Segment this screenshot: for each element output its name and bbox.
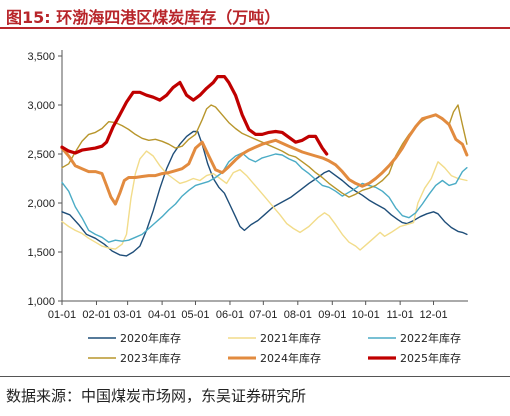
y-tick-label: 3,000 xyxy=(27,100,55,112)
series-layer xyxy=(60,75,469,257)
y-axis: 1,000 1,500 2,000 2,500 3,000 3,500 xyxy=(27,50,63,308)
legend-label: 2025年库存 xyxy=(400,351,461,365)
legend-item: 2022年库存 xyxy=(368,331,461,345)
x-tick-label: 06-01 xyxy=(216,309,244,321)
legend-item: 2024年库存 xyxy=(228,351,321,365)
x-tick-label: 02-01 xyxy=(82,309,110,321)
legend-label: 2023年库存 xyxy=(120,351,181,365)
legend-label: 2021年库存 xyxy=(260,331,321,345)
x-tick-label: 09-01 xyxy=(318,309,346,321)
legend-label: 2020年库存 xyxy=(120,331,181,345)
footer-rule xyxy=(0,376,510,377)
series-line-2025年库存 xyxy=(60,75,329,156)
x-tick-label: 08-01 xyxy=(284,309,312,321)
line-chart: 1,000 1,500 2,000 2,500 3,000 3,500 01-01 02-0… xyxy=(27,50,469,365)
series-line-2021年库存 xyxy=(61,150,468,251)
title-rule xyxy=(0,27,510,29)
y-tick-label: 3,500 xyxy=(27,51,55,63)
x-tick-label: 11-01 xyxy=(386,309,413,321)
x-tick-label: 12-01 xyxy=(419,309,447,321)
y-tick-label: 2,000 xyxy=(27,198,55,210)
x-tick-label: 01-01 xyxy=(48,309,76,321)
legend: 2020年库存 2021年库存 2022年库存 2023年库存 2024年库存 2025年… xyxy=(88,331,461,365)
x-tick-label: 07-01 xyxy=(249,309,277,321)
y-tick-label: 1,000 xyxy=(27,296,55,308)
legend-item: 2023年库存 xyxy=(88,351,181,365)
series-line-2024年库存 xyxy=(60,113,469,206)
y-tick-label: 1,500 xyxy=(27,247,55,259)
x-tick-label: 05-01 xyxy=(181,309,209,321)
x-tick-label: 03-01 xyxy=(114,309,142,321)
legend-label: 2022年库存 xyxy=(400,331,461,345)
y-tick-label: 2,500 xyxy=(27,149,55,161)
legend-item: 2021年库存 xyxy=(228,331,321,345)
series-line-2022年库存 xyxy=(61,152,468,243)
legend-item: 2020年库存 xyxy=(88,331,181,345)
legend-label: 2024年库存 xyxy=(260,351,321,365)
x-axis: 01-01 02-01 03-01 04-01 05-01 06-01 07-01 08-01… xyxy=(48,300,468,321)
x-tick-label: 04-01 xyxy=(148,309,176,321)
figure-title: 图15: 环渤海四港区煤炭库存（万吨） xyxy=(6,8,281,27)
x-tick-label: 10-01 xyxy=(352,309,380,321)
series-line-2020年库存 xyxy=(61,130,468,257)
source-note: 数据来源：中国煤炭市场网，东吴证券研究所 xyxy=(6,387,307,405)
legend-item: 2025年库存 xyxy=(368,351,461,365)
